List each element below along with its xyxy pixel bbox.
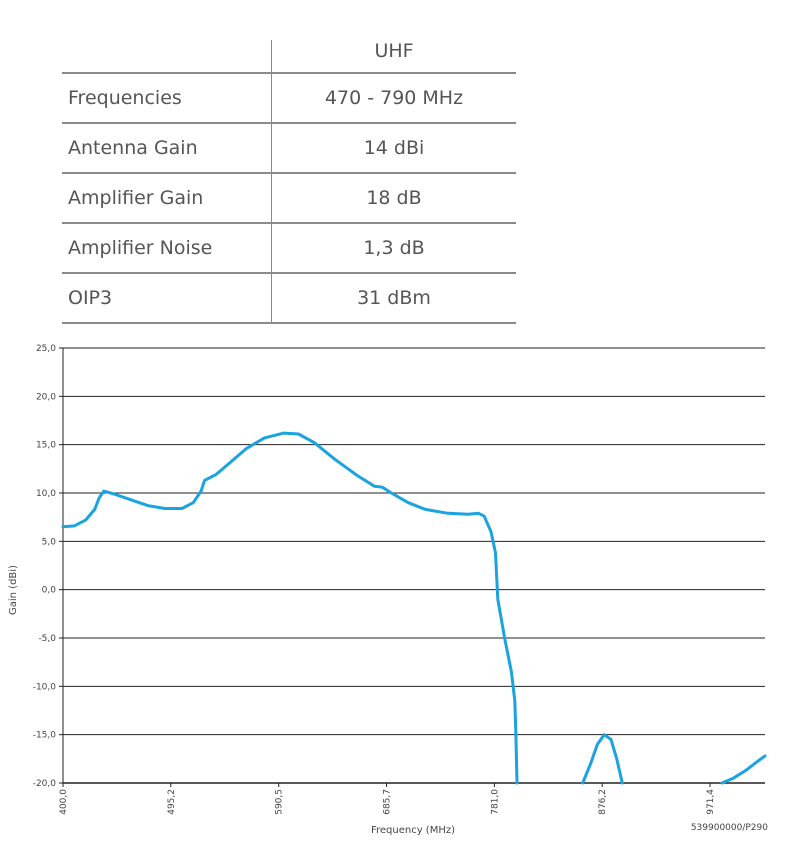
series-line — [61, 431, 519, 785]
x-tick-label: 590,5 — [275, 789, 285, 815]
y-tick-label: -15,0 — [33, 731, 57, 741]
y-tick-label: 15,0 — [36, 441, 56, 451]
gain-chart: -20,0 -15,0 -10,0 -5,0 0,0 5,0 10,0 15,0 20,0 25,… — [8, 344, 768, 836]
series-line — [581, 733, 624, 785]
header-cell-empty — [62, 40, 272, 74]
footnote-code: 539900000/P290 — [691, 823, 768, 833]
table-row: Antenna Gain 14 dBi — [62, 123, 516, 174]
y-tick-labels: -20,0 -15,0 -10,0 -5,0 0,0 5,0 10,0 15,0 20,0 25,… — [33, 344, 57, 789]
row-value: 470 - 790 MHz — [271, 73, 516, 124]
x-tick-labels: 400,0 495,2 590,5 685,7 781,0 876,2 971,4 — [59, 789, 716, 815]
row-value: 1,3 dB — [271, 223, 516, 274]
y-tick-label: 25,0 — [36, 344, 56, 354]
y-tick-label: 5,0 — [42, 537, 57, 547]
table-header-row: UHF — [62, 40, 516, 74]
y-tick-label: 10,0 — [36, 489, 56, 499]
y-tick-label: -5,0 — [38, 634, 56, 644]
row-label: Amplifier Noise — [62, 223, 272, 274]
table-row: Amplifier Gain 18 dB — [62, 173, 516, 224]
x-tick-label: 876,2 — [598, 789, 608, 815]
row-value: 14 dBi — [271, 123, 516, 174]
y-tick-label: -20,0 — [33, 779, 57, 789]
header-cell-uhf: UHF — [271, 40, 516, 74]
series-layer — [61, 431, 767, 785]
x-tick-label: 495,2 — [167, 789, 177, 815]
row-value: 18 dB — [271, 173, 516, 224]
series-line — [720, 754, 767, 785]
x-tick-label: 400,0 — [59, 789, 69, 815]
table-row: OIP3 31 dBm — [62, 273, 516, 324]
x-tick-label: 685,7 — [382, 789, 392, 815]
row-label: OIP3 — [62, 273, 272, 324]
row-label: Antenna Gain — [62, 123, 272, 174]
spec-table: UHF Frequencies 470 - 790 MHz Antenna Ga… — [62, 40, 516, 324]
y-tick-label: 20,0 — [36, 392, 56, 402]
y-tick-label: 0,0 — [42, 586, 57, 596]
x-tick-label: 781,0 — [490, 789, 500, 815]
table-row: Frequencies 470 - 790 MHz — [62, 73, 516, 124]
row-value: 31 dBm — [271, 273, 516, 324]
y-tick-label: -10,0 — [33, 682, 57, 692]
table-row: Amplifier Noise 1,3 dB — [62, 223, 516, 274]
row-label: Frequencies — [62, 73, 272, 124]
y-axis-title: Gain (dBi) — [8, 565, 19, 615]
row-label: Amplifier Gain — [62, 173, 272, 224]
x-axis-title: Frequency (MHz) — [371, 825, 455, 836]
x-tick-label: 971,4 — [706, 789, 716, 815]
grid-layer — [59, 347, 765, 787]
